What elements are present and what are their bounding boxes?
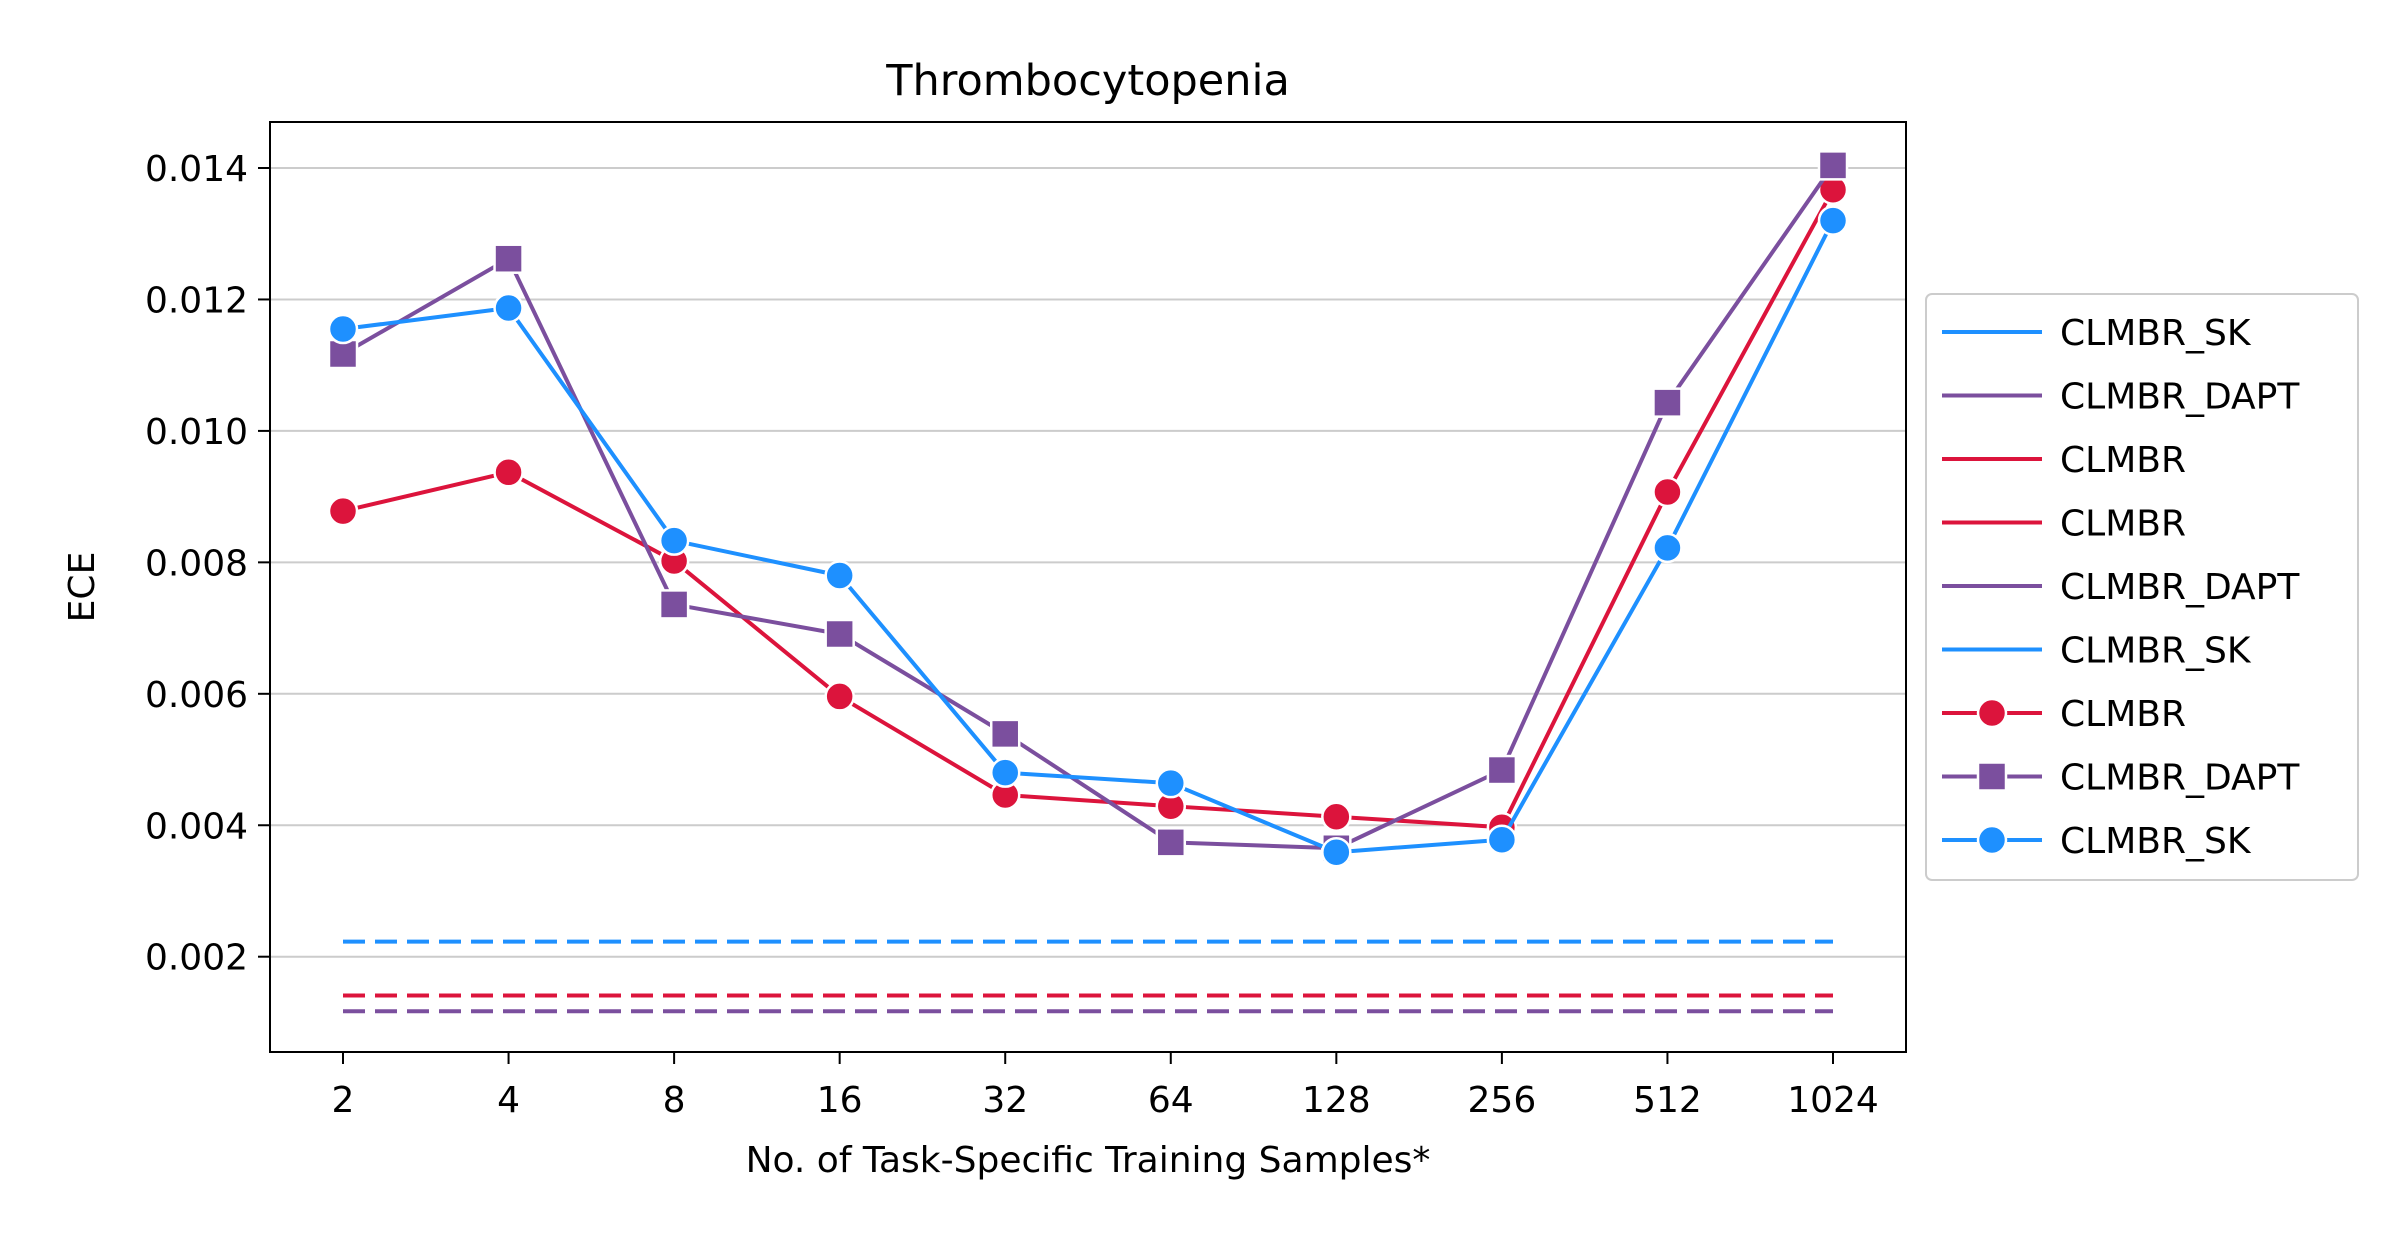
series-line-clmbr-sk [342,219,1835,855]
grid-layer [270,167,1906,958]
legend-box [1925,293,2359,881]
data-point-clmbr-sk [327,313,359,345]
y-tick-label: 0.012 [145,280,248,321]
legend-label-clmbr-dapt: CLMBR_DAPT [2060,758,2300,799]
data-point-clmbr-dapt [1155,827,1187,858]
data-point-clmbr-dapt [1652,387,1683,418]
x-tick-label: 512 [1633,1080,1702,1121]
data-point-clmbr-sk [1817,205,1849,236]
baseline-layer [343,939,1833,1014]
legend-label-clmbr: CLMBR [2060,504,2186,545]
series-layer [327,150,1849,868]
plot-frame [269,121,1907,1053]
y-tick-label: 0.008 [145,543,248,584]
legend-label-clmbr: CLMBR [2060,694,2186,735]
data-point-clmbr-dapt [1817,150,1849,181]
x-tick-label: 8 [663,1080,686,1121]
y-tick-label: 0.014 [145,149,248,190]
chart-title: Thrombocytopenia [885,56,1290,106]
x-tick-label: 4 [497,1080,520,1121]
legend: CLMBR_SK CLMBR_DAPT CLMBR CLMBR CLMBR_DAPT CL… [1925,293,2359,881]
data-point-clmbr [493,457,524,488]
data-point-clmbr-sk [1155,767,1187,799]
y-tick-label: 0.010 [145,412,248,453]
legend-label-clmbr-sk: CLMBR_SK [2060,313,2252,354]
data-point-clmbr-dapt [989,718,1021,750]
data-point-clmbr [1321,801,1352,832]
data-point-clmbr-sk [989,757,1021,788]
legend-label-clmbr-sk: CLMBR_SK [2060,631,2252,672]
legend-marker-clmbr [1976,697,2008,729]
data-point-clmbr-dapt [327,338,359,370]
y-tick-label: 0.004 [145,806,248,847]
series-line-clmbr-dapt [342,164,1835,851]
x-axis-title: No. of Task-Specific Training Samples* [746,1140,1431,1181]
x-tick-label: 64 [1148,1080,1194,1121]
data-point-clmbr-dapt [824,618,855,650]
data-point-clmbr-dapt [493,243,524,274]
x-tick-label: 1024 [1787,1080,1879,1121]
data-point-clmbr-sk [1486,824,1518,855]
legend-marker-clmbr-dapt [1976,761,2008,792]
y-axis-title: ECE [62,552,103,623]
series-line-clmbr [342,188,1835,830]
legend-label-clmbr-dapt: CLMBR_DAPT [2060,377,2300,418]
x-axis-ticks: 2 4 8 16 32 64 128 256 512 1024 [332,1052,1879,1121]
data-point-clmbr-sk [1321,836,1352,868]
data-point-clmbr-sk [658,525,690,556]
y-tick-label: 0.006 [145,675,248,716]
x-tick-label: 16 [817,1080,863,1121]
data-point-clmbr-sk [493,292,524,324]
y-axis-ticks: 0.002 0.004 0.006 0.008 0.010 0.012 0.014 [145,149,270,979]
x-tick-label: 256 [1468,1080,1537,1121]
data-point-clmbr [327,495,359,527]
x-tick-label: 128 [1302,1080,1371,1121]
y-tick-label: 0.002 [145,938,248,979]
legend-label-clmbr-dapt: CLMBR_DAPT [2060,567,2300,608]
data-point-clmbr-sk [1652,532,1683,564]
data-point-clmbr [1652,476,1683,508]
legend-label-clmbr: CLMBR [2060,440,2186,481]
legend-marker-clmbr-sk [1976,824,2008,856]
x-tick-label: 32 [982,1080,1028,1121]
data-point-clmbr [824,681,855,712]
x-tick-label: 2 [332,1080,355,1121]
data-point-clmbr-dapt [658,589,690,620]
data-point-clmbr-sk [824,560,855,591]
legend-label-clmbr-sk: CLMBR_SK [2060,821,2252,862]
data-point-clmbr-dapt [1486,754,1518,786]
